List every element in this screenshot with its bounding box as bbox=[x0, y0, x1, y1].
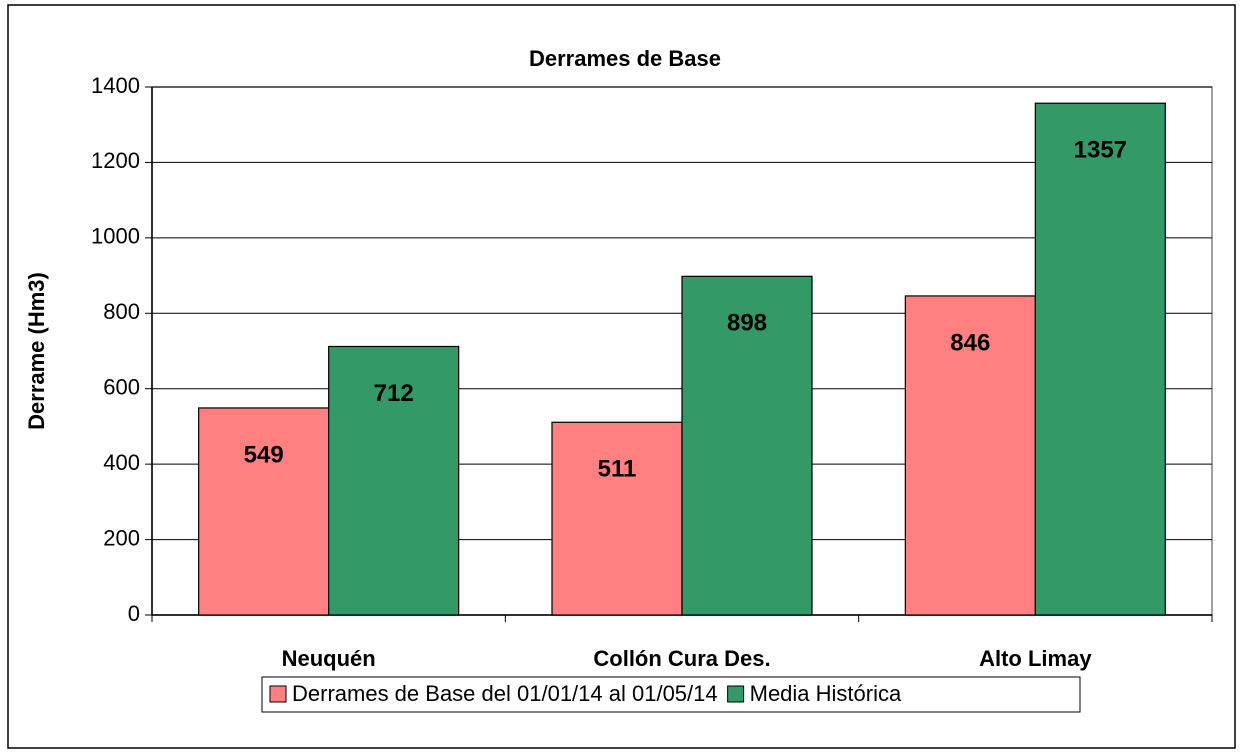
legend-label: Derrames de Base del 01/01/14 al 01/05/1… bbox=[292, 681, 718, 706]
x-tick-label: Alto Limay bbox=[979, 646, 1092, 671]
y-tick-label: 1000 bbox=[91, 224, 140, 249]
y-tick-label: 400 bbox=[103, 450, 140, 475]
y-tick-label: 800 bbox=[103, 299, 140, 324]
bar bbox=[198, 407, 330, 616]
y-tick-label: 1400 bbox=[91, 73, 140, 98]
data-label: 1357 bbox=[1074, 137, 1127, 164]
bar bbox=[681, 275, 813, 616]
y-tick-label: 600 bbox=[103, 375, 140, 400]
bar bbox=[1034, 102, 1166, 616]
y-tick-label: 0 bbox=[128, 601, 140, 626]
bar bbox=[551, 421, 683, 616]
x-tick-label: Collón Cura Des. bbox=[593, 646, 770, 671]
y-axis-label: Derrame (Hm3) bbox=[24, 272, 49, 430]
legend-swatch bbox=[269, 685, 287, 703]
y-tick-label: 1200 bbox=[91, 148, 140, 173]
legend-swatch bbox=[727, 685, 745, 703]
data-label: 846 bbox=[950, 329, 990, 356]
x-tick-label: Neuquén bbox=[282, 646, 376, 671]
bar bbox=[904, 295, 1036, 616]
chart-title: Derrames de Base bbox=[529, 46, 721, 71]
data-label: 898 bbox=[727, 310, 767, 337]
legend-box bbox=[261, 676, 1081, 713]
data-label: 511 bbox=[598, 456, 637, 483]
legend-label: Media Histórica bbox=[750, 681, 902, 706]
bar bbox=[328, 345, 460, 616]
data-label: 549 bbox=[244, 441, 284, 468]
data-label: 712 bbox=[374, 380, 414, 407]
y-tick-label: 200 bbox=[103, 525, 140, 550]
